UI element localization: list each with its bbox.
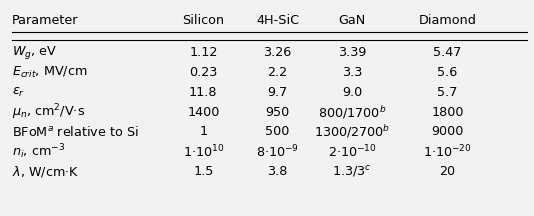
- Text: 3.26: 3.26: [263, 46, 292, 59]
- Text: Diamond: Diamond: [419, 14, 476, 27]
- Text: 3.8: 3.8: [268, 165, 288, 178]
- Text: Parameter: Parameter: [12, 14, 78, 27]
- Text: $\lambda$, W/cm·K: $\lambda$, W/cm·K: [12, 164, 79, 179]
- Text: 3.3: 3.3: [342, 66, 362, 79]
- Text: BFoM$^a$ relative to Si: BFoM$^a$ relative to Si: [12, 125, 139, 139]
- Text: 5.7: 5.7: [437, 86, 458, 99]
- Text: 11.8: 11.8: [189, 86, 217, 99]
- Text: 2·10$^{-10}$: 2·10$^{-10}$: [327, 143, 376, 160]
- Text: 1.5: 1.5: [193, 165, 214, 178]
- Text: $n_i$, cm$^{-3}$: $n_i$, cm$^{-3}$: [12, 142, 65, 161]
- Text: 5.47: 5.47: [434, 46, 462, 59]
- Text: 9.0: 9.0: [342, 86, 362, 99]
- Text: 500: 500: [265, 125, 290, 138]
- Text: 1: 1: [199, 125, 207, 138]
- Text: $\mu_n$, cm$^2$/V·s: $\mu_n$, cm$^2$/V·s: [12, 102, 85, 122]
- Text: 9000: 9000: [431, 125, 464, 138]
- Text: 1·10$^{-20}$: 1·10$^{-20}$: [423, 143, 472, 160]
- Text: GaN: GaN: [339, 14, 366, 27]
- Text: 0.23: 0.23: [189, 66, 217, 79]
- Text: $W_g$, eV: $W_g$, eV: [12, 44, 57, 61]
- Text: 1.12: 1.12: [189, 46, 217, 59]
- Text: 1300/2700$^b$: 1300/2700$^b$: [314, 123, 390, 140]
- Text: 4H-SiC: 4H-SiC: [256, 14, 299, 27]
- Text: 3.39: 3.39: [338, 46, 366, 59]
- Text: 5.6: 5.6: [437, 66, 458, 79]
- Text: 9.7: 9.7: [268, 86, 288, 99]
- Text: 8·10$^{-9}$: 8·10$^{-9}$: [256, 143, 299, 160]
- Text: $E_{crit}$, MV/cm: $E_{crit}$, MV/cm: [12, 65, 88, 80]
- Text: 950: 950: [265, 106, 290, 119]
- Text: 800/1700$^b$: 800/1700$^b$: [318, 104, 386, 121]
- Text: 1400: 1400: [187, 106, 219, 119]
- Text: 2.2: 2.2: [268, 66, 288, 79]
- Text: Silicon: Silicon: [182, 14, 224, 27]
- Text: $\varepsilon_r$: $\varepsilon_r$: [12, 86, 25, 99]
- Text: 1·10$^{10}$: 1·10$^{10}$: [183, 143, 224, 160]
- Text: 1.3/3$^c$: 1.3/3$^c$: [332, 164, 372, 179]
- Text: 1800: 1800: [431, 106, 464, 119]
- Text: 20: 20: [439, 165, 456, 178]
